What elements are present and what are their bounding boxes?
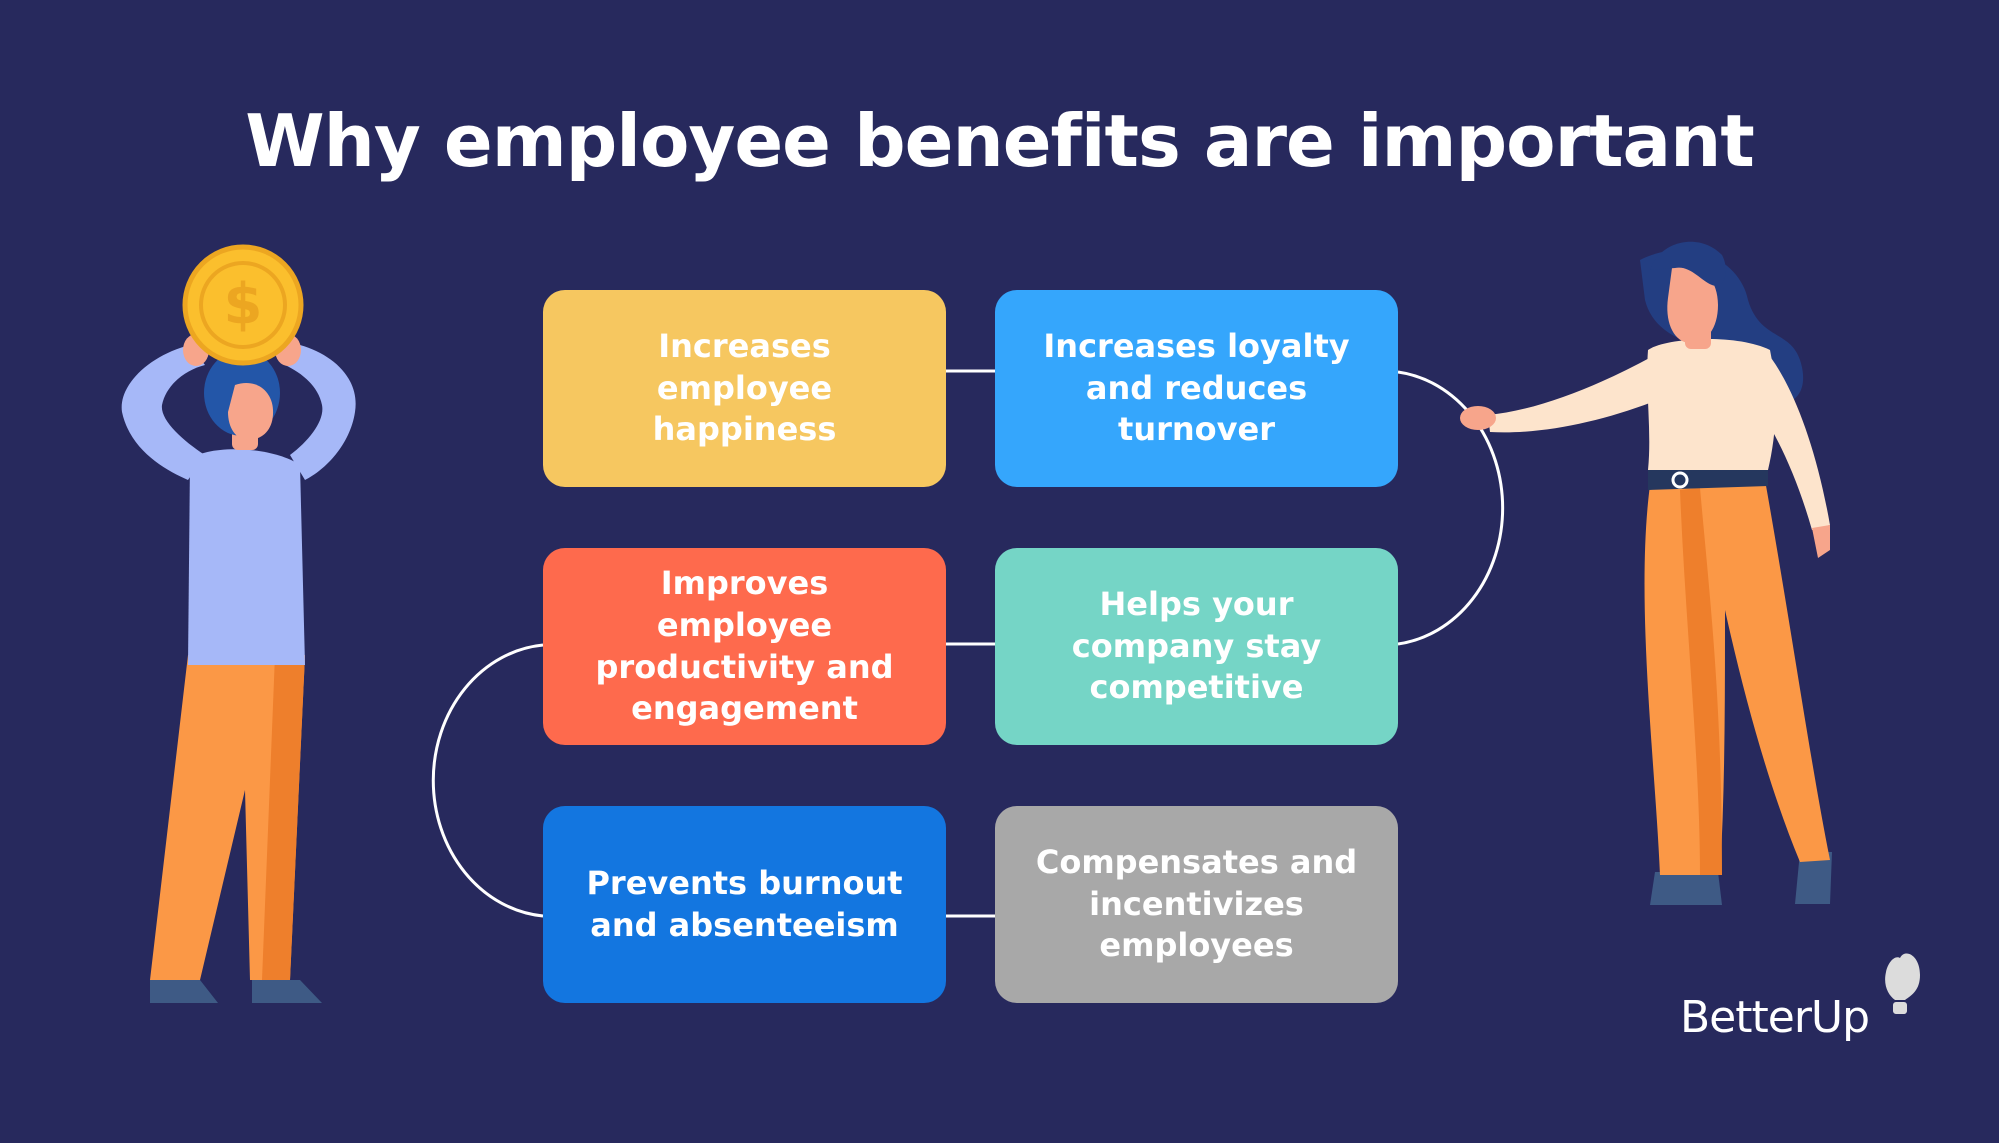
benefit-label: Helps your company stay competitive	[1071, 585, 1322, 707]
benefit-card-happiness: Increases employee happiness	[543, 290, 946, 487]
benefit-card-competitive: Helps your company stay competitive	[995, 548, 1398, 745]
benefit-card-productivity: Improves employee productivity and engag…	[543, 548, 946, 745]
page-title: Why employee benefits are important	[245, 99, 1755, 183]
benefit-card-burnout: Prevents burnout and absenteeism	[543, 806, 946, 1003]
connector-3-5	[431, 643, 544, 918]
benefit-label: Increases employee happiness	[652, 327, 837, 449]
benefit-label: Prevents burnout and absenteeism	[586, 863, 903, 944]
dollar-icon: $	[223, 272, 263, 337]
connector-2-4	[1397, 370, 1505, 646]
benefit-card-loyalty: Increases loyalty and reduces turnover	[995, 290, 1398, 487]
benefit-card-compensation: Compensates and incentivizes employees	[995, 806, 1398, 1003]
betterup-logo-text: BetterUp	[1680, 992, 1870, 1043]
benefit-label: Increases loyalty and reduces turnover	[1043, 327, 1350, 449]
benefit-label: Improves employee productivity and engag…	[595, 564, 894, 728]
benefit-label: Compensates and incentivizes employees	[1035, 843, 1358, 965]
